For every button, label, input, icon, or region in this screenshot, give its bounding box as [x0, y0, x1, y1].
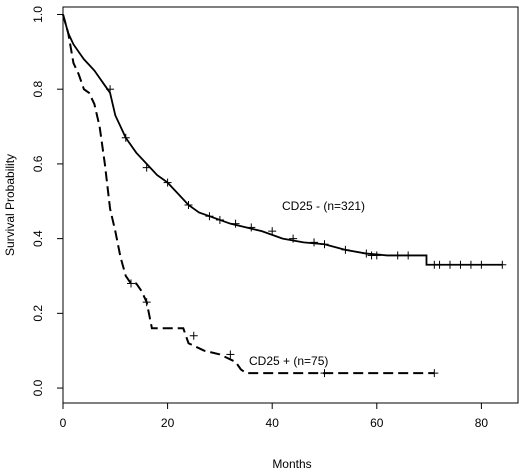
- y-tick-label: 0.0: [31, 379, 45, 396]
- x-tick-label: 60: [370, 416, 384, 430]
- censor-mark: [205, 212, 214, 221]
- y-tick-label: 1.0: [31, 6, 45, 23]
- censor-mark: [404, 251, 413, 260]
- annotation-cd25-pos: CD25 + (n=75): [249, 354, 328, 368]
- censor-mark: [189, 331, 198, 340]
- censor-mark: [446, 260, 455, 269]
- censor-mark: [106, 85, 115, 94]
- censor-mark: [393, 251, 402, 260]
- censor-mark: [498, 260, 507, 269]
- x-axis-title: Months: [272, 457, 311, 471]
- y-axis: 0.0 0.2 0.4 0.6 0.8 1.0: [31, 6, 63, 396]
- x-axis: 0 20 40 60 80: [60, 403, 489, 430]
- censor-mark: [268, 227, 277, 236]
- y-tick-label: 0.2: [31, 305, 45, 322]
- censor-mark: [226, 350, 235, 359]
- censor-mark: [231, 219, 240, 228]
- y-tick-label: 0.4: [31, 230, 45, 247]
- series-layer: [62, 14, 503, 375]
- censor-mark: [247, 223, 256, 232]
- y-tick-label: 0.8: [31, 81, 45, 98]
- y-axis-title: Survival Probability: [3, 154, 17, 256]
- censor-mark: [466, 260, 475, 269]
- censor-mark: [121, 133, 130, 142]
- censor-mark: [142, 298, 151, 307]
- series-line-1: [62, 14, 435, 375]
- censor-mark: [372, 251, 381, 260]
- censor-mark: [163, 178, 172, 187]
- censor-mark: [184, 201, 193, 209]
- censor-mark: [215, 215, 224, 224]
- x-tick-label: 40: [266, 416, 280, 430]
- censor-mark: [435, 260, 444, 269]
- censor-mark: [320, 240, 329, 249]
- x-tick-label: 0: [60, 416, 67, 430]
- x-tick-label: 20: [161, 416, 175, 430]
- annotation-cd25-neg: CD25 - (n=321): [282, 199, 365, 213]
- censor-mark: [430, 369, 439, 378]
- censor-mark: [341, 245, 350, 254]
- censor-mark: [477, 260, 486, 269]
- x-tick-label: 80: [475, 416, 489, 430]
- censor-mark: [142, 163, 151, 172]
- censor-mark: [456, 260, 465, 269]
- series-line-0: [62, 14, 503, 266]
- censor-mark: [126, 279, 135, 288]
- censor-mark: [289, 234, 298, 243]
- y-tick-label: 0.6: [31, 155, 45, 172]
- censor-layer: [106, 85, 507, 378]
- censor-mark: [310, 238, 319, 247]
- plot-frame: [62, 6, 519, 404]
- censor-mark: [320, 369, 329, 378]
- censor-mark: [362, 249, 371, 258]
